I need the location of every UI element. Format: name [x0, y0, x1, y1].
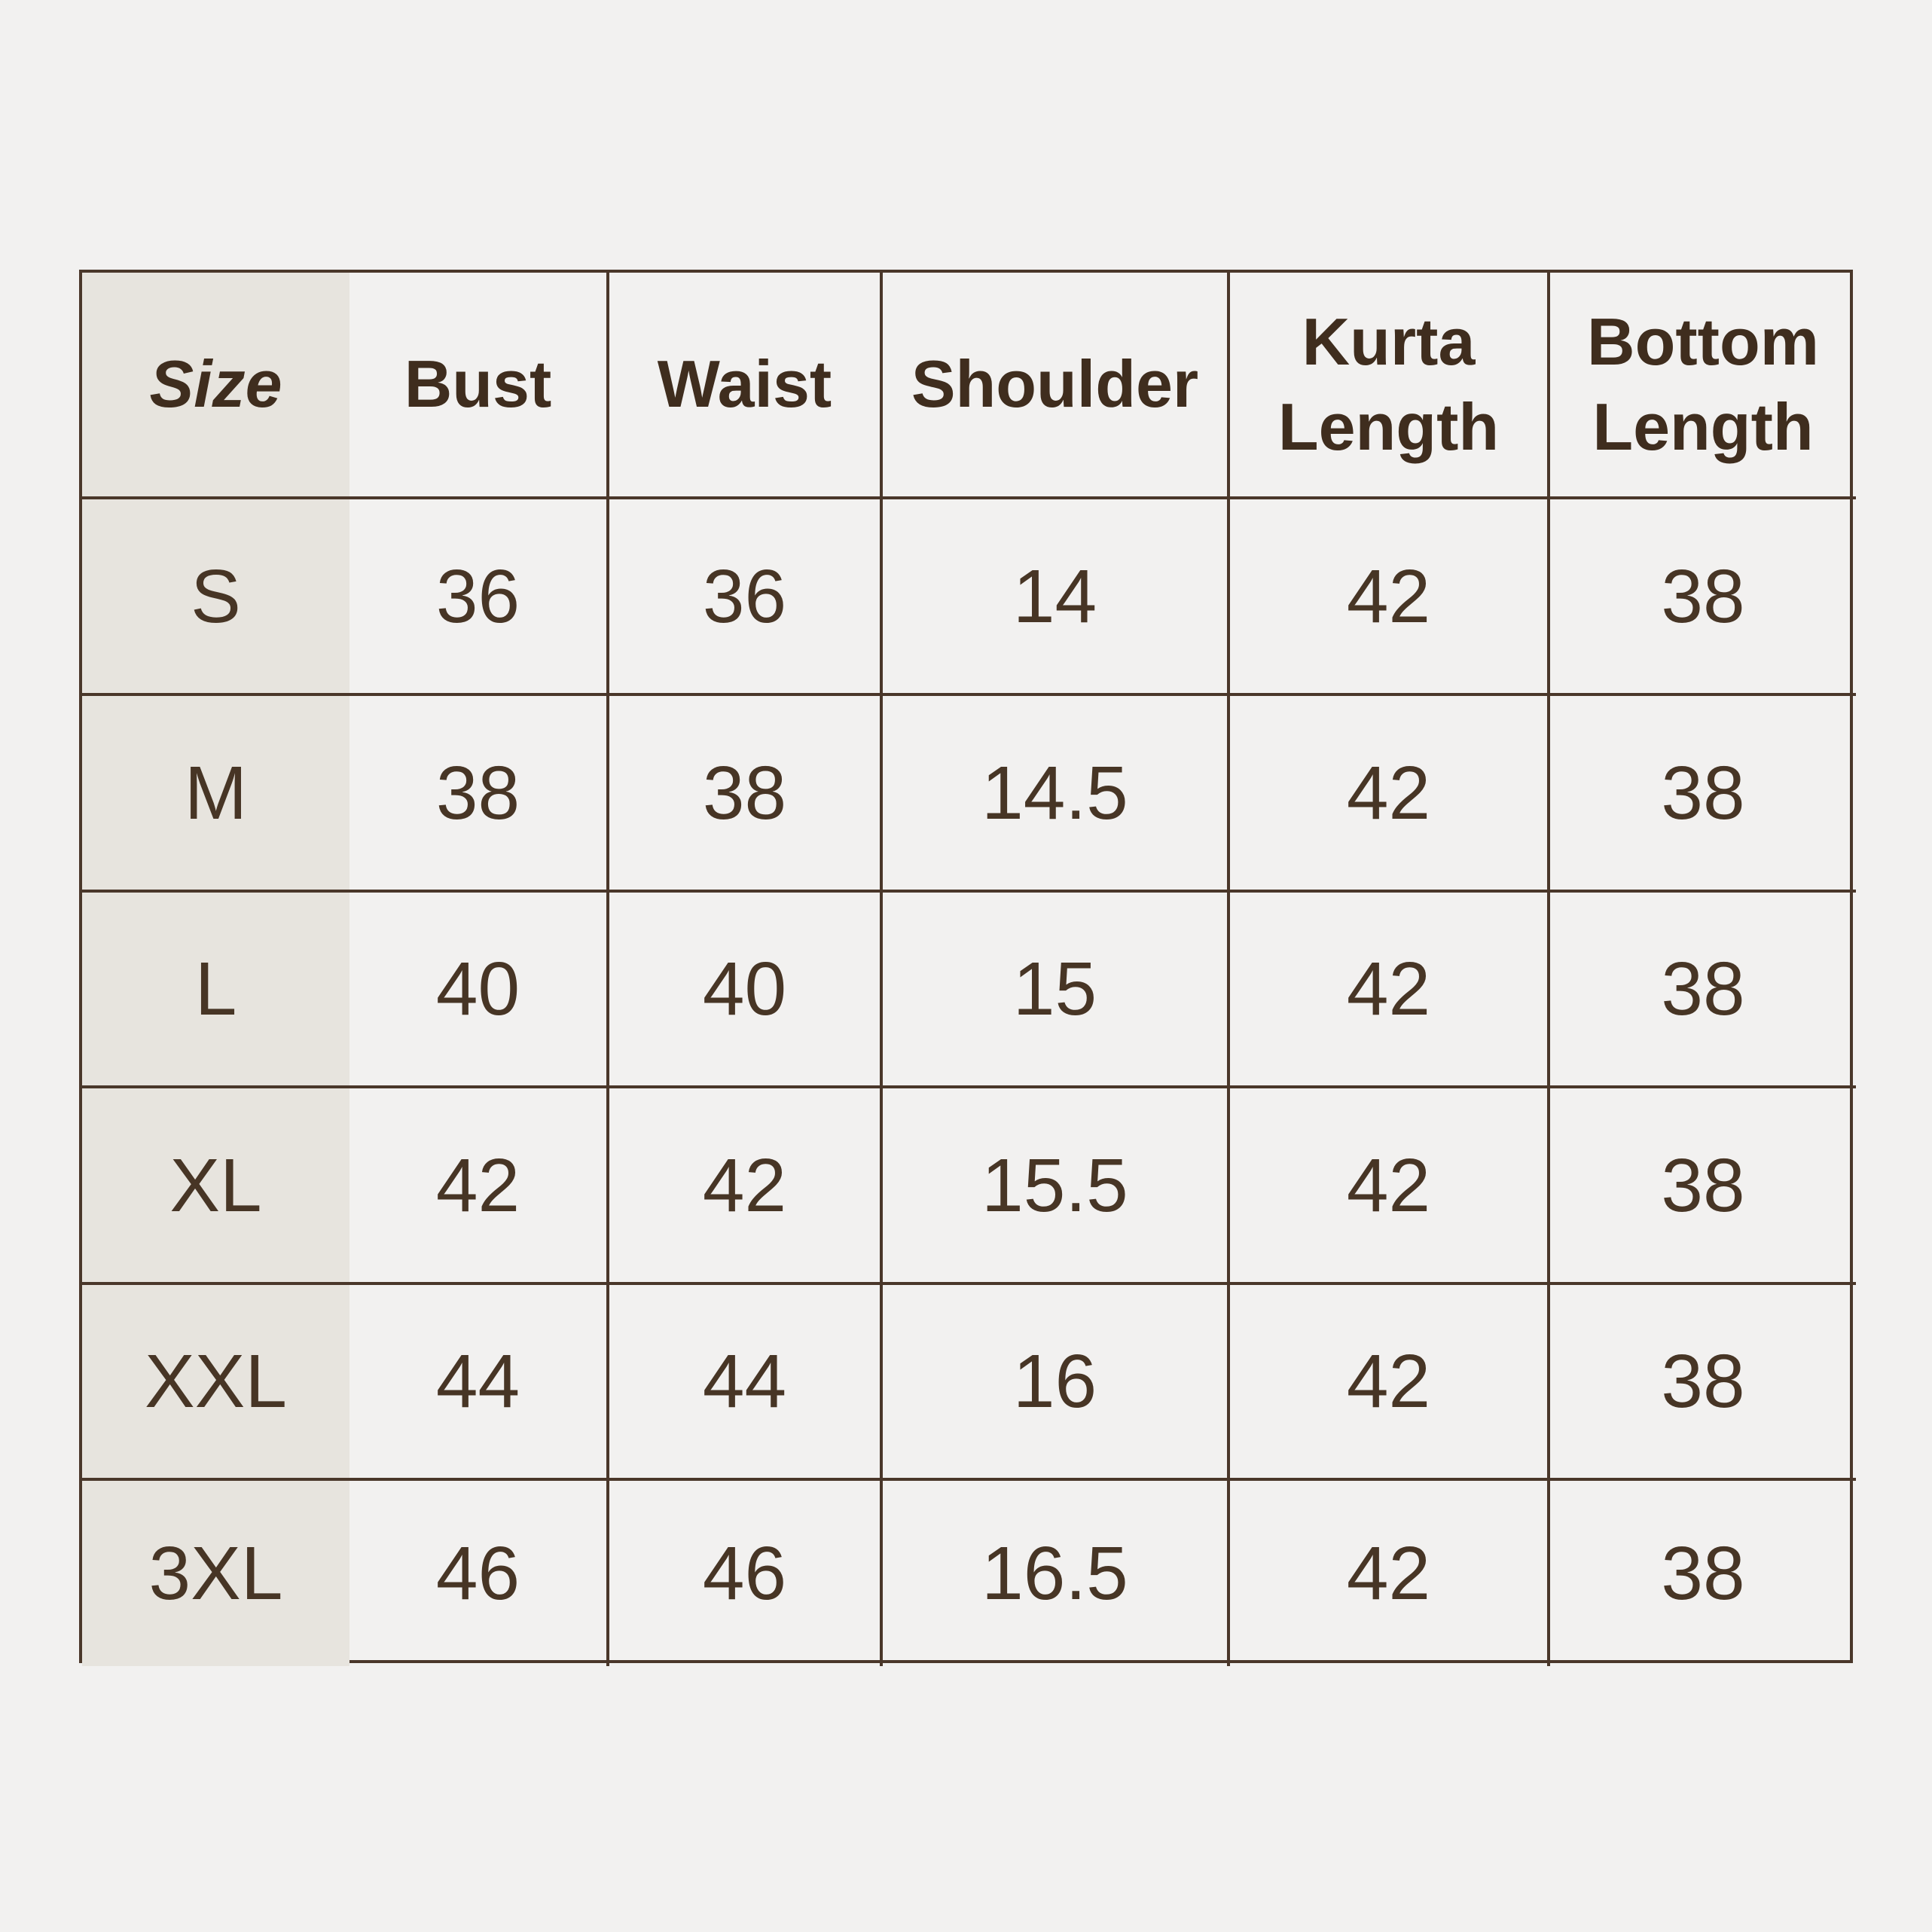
row-s-bust: 36: [349, 499, 609, 696]
header-cell-shoulder: Shoulder: [883, 273, 1230, 499]
row-xxl-kurta-length: 42: [1230, 1285, 1550, 1481]
row-l-bust: 40: [349, 893, 609, 1088]
row-m-kurta-length: 42: [1230, 696, 1550, 893]
row-m-bust: 38: [349, 696, 609, 893]
row-xl-bust: 42: [349, 1088, 609, 1285]
row-l-bottom-length: 38: [1550, 893, 1856, 1088]
row-s-bottom-length: 38: [1550, 499, 1856, 696]
row-3xl-bottom-length: 38: [1661, 1531, 1745, 1616]
row-l-shoulder: 15: [883, 893, 1230, 1088]
row-xxl-shoulder: 16: [883, 1285, 1230, 1481]
row-xl-waist: 42: [609, 1088, 883, 1285]
row-s-size-label: S: [82, 499, 349, 696]
row-xxl-bottom-length: 38: [1550, 1285, 1856, 1481]
size-chart-table: Size Bust Waist Shoulder Kurta Length Bo…: [79, 270, 1856, 1666]
header-cell-bust: Bust: [349, 273, 609, 499]
row-m-waist: 38: [609, 696, 883, 893]
row-3xl-size-label: 3XL: [82, 1481, 349, 1666]
row-l-kurta-length: 42: [1230, 893, 1550, 1088]
row-xxl-size-label: XXL: [82, 1285, 349, 1481]
row-s-waist: 36: [609, 499, 883, 696]
header-cell-waist: Waist: [609, 273, 883, 499]
row-3xl-bust: 46: [349, 1481, 609, 1666]
row-l-size-label: L: [82, 893, 349, 1088]
row-xl-bottom-length: 38: [1550, 1088, 1856, 1285]
row-xl-shoulder: 15.5: [883, 1088, 1230, 1285]
row-3xl-shoulder: 16.5: [883, 1481, 1230, 1666]
row-xl-kurta-length: 42: [1230, 1088, 1550, 1285]
row-xxl-bust: 44: [349, 1285, 609, 1481]
row-3xl-kurta-length: 42: [1230, 1481, 1550, 1666]
row-m-shoulder: 14.5: [883, 696, 1230, 893]
header-cell-bottom-length: Bottom Length: [1550, 273, 1856, 499]
row-l-waist: 40: [609, 893, 883, 1088]
row-3xl-waist: 46: [609, 1481, 883, 1666]
row-xl-size-label: XL: [82, 1088, 349, 1285]
row-m-size-label: M: [82, 696, 349, 893]
header-cell-kurta-length: Kurta Length: [1230, 273, 1550, 499]
row-m-bottom-length: 38: [1550, 696, 1856, 893]
row-s-kurta-length: 42: [1230, 499, 1550, 696]
row-xxl-waist: 44: [609, 1285, 883, 1481]
header-cell-size: Size: [82, 273, 349, 499]
row-s-shoulder: 14: [883, 499, 1230, 696]
